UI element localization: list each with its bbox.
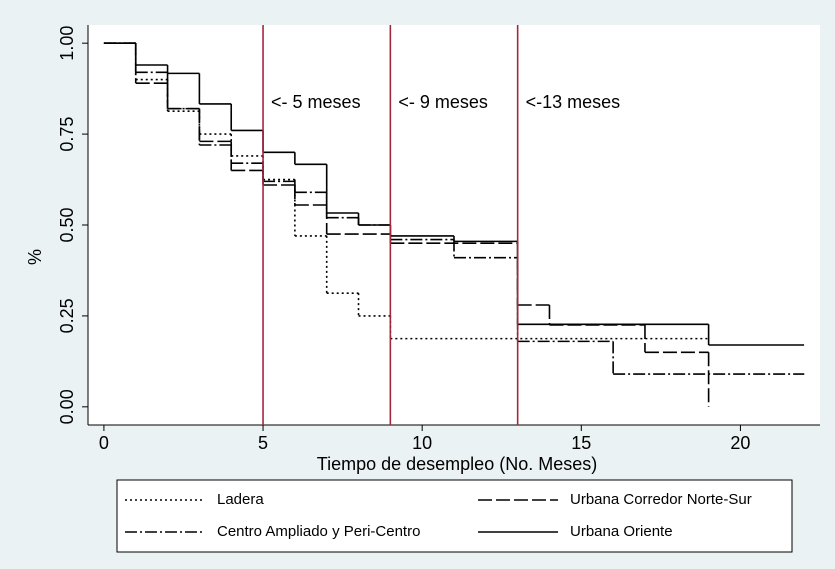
legend-label: Urbana Oriente [570, 523, 673, 540]
annotation: <- 9 meses [398, 92, 488, 112]
legend-label: Urbana Corredor Norte-Sur [570, 491, 752, 508]
plot-area [88, 25, 820, 425]
x-tick-label: 5 [258, 433, 268, 453]
y-tick-label: 0.00 [57, 389, 77, 424]
y-tick-label: 0.75 [57, 117, 77, 152]
x-tick-label: 15 [571, 433, 591, 453]
legend-entries: Ladera Urbana Corredor Norte-Sur Centro Am… [125, 491, 752, 540]
y-tick-label: 0.25 [57, 298, 77, 333]
x-tick-label: 0 [99, 433, 109, 453]
legend-label: Centro Ampliado y Peri-Centro [217, 523, 420, 540]
x-axis-label: Tiempo de desempleo (No. Meses) [317, 454, 597, 474]
y-tick-label: 0.50 [57, 207, 77, 242]
annotation: <- 5 meses [271, 92, 361, 112]
y-axis-label: % [25, 249, 45, 265]
annotation: <-13 meses [526, 92, 621, 112]
y-tick-label: 1.00 [57, 26, 77, 61]
legend-label: Ladera [217, 491, 264, 508]
legend [116, 479, 793, 553]
x-tick-label: 10 [412, 433, 432, 453]
x-tick-label: 20 [730, 433, 750, 453]
